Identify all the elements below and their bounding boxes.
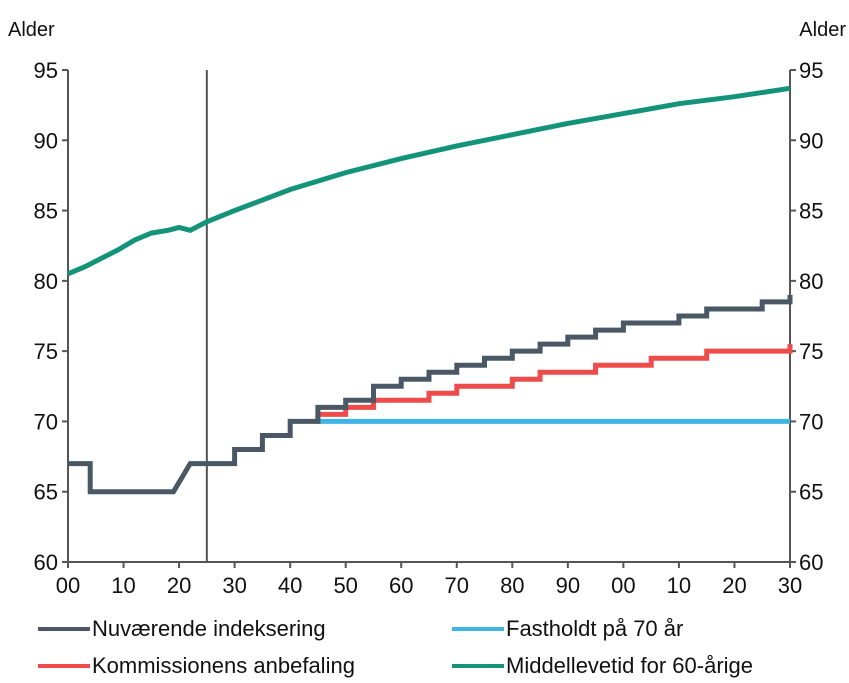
- legend-label-nuvaerende: Nuværende indeksering: [92, 616, 326, 641]
- legend-label-kommissionen: Kommissionens anbefaling: [92, 653, 355, 678]
- y-tick-label-left: 95: [34, 58, 58, 83]
- y-tick-label-right: 80: [799, 269, 823, 294]
- x-tick-label: 50: [333, 573, 357, 598]
- x-tick-label: 10: [111, 573, 135, 598]
- y-tick-label-left: 85: [34, 199, 58, 224]
- x-tick-label: 30: [778, 573, 802, 598]
- x-tick-label: 30: [222, 573, 246, 598]
- y-tick-label-right: 70: [799, 409, 823, 434]
- axes: 60 60 65 65 70 70 75 75 80 80 85 85 90 90 95 95 00 10 20 30…: [34, 58, 824, 598]
- y-tick-label-left: 80: [34, 269, 58, 294]
- y-tick-label-right: 60: [799, 550, 823, 575]
- x-tick-label: 00: [611, 573, 635, 598]
- x-tick-label: 60: [389, 573, 413, 598]
- y-axis-right-title: Alder: [799, 19, 846, 41]
- x-tick-label: 90: [556, 573, 580, 598]
- legend-label-fastholdt: Fastholdt på 70 år: [506, 616, 684, 641]
- y-tick-label-left: 90: [34, 128, 58, 153]
- y-tick-label-left: 60: [34, 550, 58, 575]
- series-layer: [67, 85, 793, 495]
- legend-item-nuvaerende: Nuværende indeksering: [38, 612, 326, 646]
- legend-swatch-kommissionen: [38, 664, 90, 668]
- legend-swatch-middellevetid: [452, 664, 504, 668]
- y-tick-label-right: 90: [799, 128, 823, 153]
- y-tick-label-left: 65: [34, 480, 58, 505]
- x-tick-label: 20: [722, 573, 746, 598]
- y-tick-label-right: 85: [799, 199, 823, 224]
- series-line-nuv-rende-indeksering: [68, 294, 793, 495]
- x-tick-label: 70: [445, 573, 469, 598]
- y-tick-label-right: 75: [799, 339, 823, 364]
- y-tick-label-left: 70: [34, 409, 58, 434]
- y-tick-label-right: 65: [799, 480, 823, 505]
- legend-label-middellevetid: Middellevetid for 60-årige: [506, 653, 754, 678]
- legend-item-fastholdt: Fastholdt på 70 år: [452, 612, 683, 646]
- x-tick-label: 10: [667, 573, 691, 598]
- x-tick-label: 00: [56, 573, 80, 598]
- x-tick-label: 20: [167, 573, 191, 598]
- x-tick-label: 40: [278, 573, 302, 598]
- legend: Nuværende indeksering Fastholdt på 70 år…: [0, 612, 849, 683]
- y-axis-left-title: Alder: [8, 19, 55, 41]
- y-tick-label-right: 95: [799, 58, 823, 83]
- series-line-kommissionens-anbefaling: [315, 344, 793, 422]
- legend-swatch-fastholdt: [452, 627, 504, 631]
- y-tick-label-left: 75: [34, 339, 58, 364]
- pension-age-chart: Alder Alder 60 60 65 65 70 70 75 75 80 80 85 85 90 90…: [8, 19, 846, 598]
- legend-item-middellevetid: Middellevetid for 60-årige: [452, 649, 753, 683]
- legend-swatch-nuvaerende: [38, 627, 90, 631]
- x-tick-label: 80: [500, 573, 524, 598]
- series-line-middellevetid-for-60-rige: [67, 85, 791, 277]
- legend-item-kommissionen: Kommissionens anbefaling: [38, 649, 355, 683]
